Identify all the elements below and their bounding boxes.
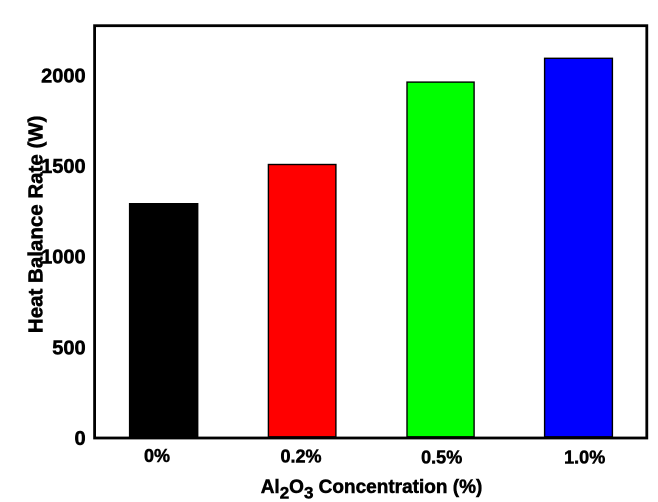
svg-text:2000: 2000 (41, 65, 86, 87)
svg-text:500: 500 (52, 337, 85, 359)
svg-text:0%: 0% (144, 446, 170, 466)
svg-text:1000: 1000 (41, 247, 86, 269)
svg-text:1.0%: 1.0% (564, 448, 605, 468)
svg-text:0.2%: 0.2% (280, 447, 321, 467)
svg-text:1500: 1500 (41, 156, 86, 178)
svg-text:Al2O3 Concentration (%): Al2O3 Concentration (%) (261, 477, 483, 502)
svg-text:0: 0 (74, 428, 85, 450)
svg-text:Heat Balance Rate (W): Heat Balance Rate (W) (25, 116, 48, 334)
svg-text:0.5%: 0.5% (421, 448, 462, 468)
